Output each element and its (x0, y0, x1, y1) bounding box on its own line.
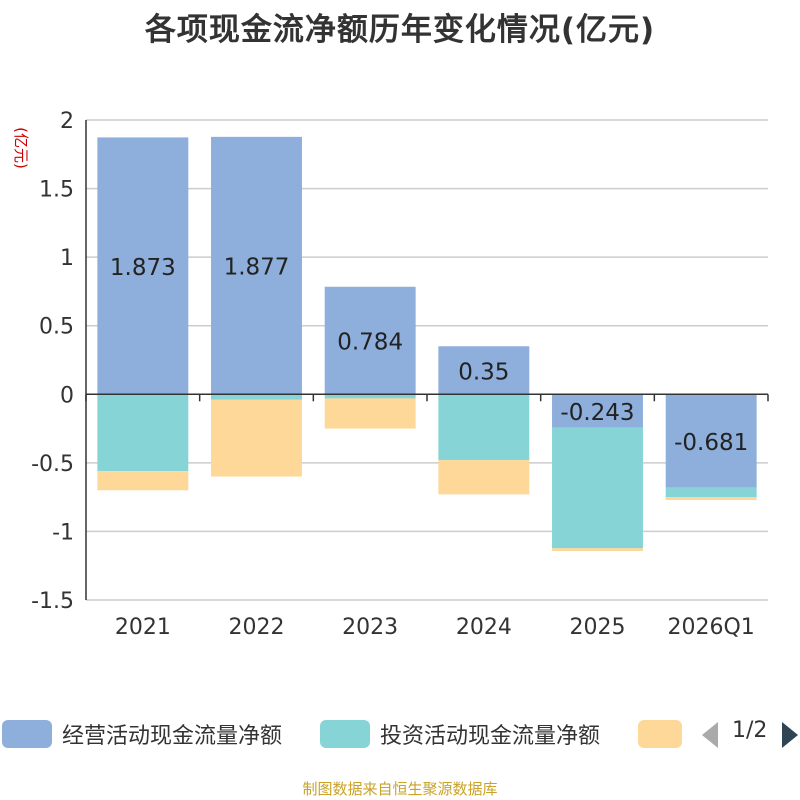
legend-swatch-investing (320, 720, 370, 748)
data-label: -0.681 (674, 430, 748, 456)
bar-financing (552, 548, 643, 552)
bar-operating (324, 286, 416, 395)
pager-next-icon[interactable] (780, 720, 800, 750)
bar-investing (438, 394, 530, 461)
x-tick-label: 2026Q1 (668, 615, 755, 640)
y-tick-label: 0.5 (39, 315, 74, 340)
bar-financing (211, 399, 302, 477)
legend-item-financing[interactable] (638, 716, 692, 752)
y-axis-label: (亿元) (12, 127, 30, 169)
bar-operating (438, 346, 530, 395)
y-tick-label: 2 (60, 109, 74, 134)
x-tick-label: 2022 (229, 615, 285, 640)
data-label: -0.243 (560, 400, 634, 426)
y-tick-label: 1 (60, 246, 74, 271)
bar-operating (211, 136, 302, 395)
pager-prev-icon[interactable] (700, 720, 720, 750)
legend-item-investing[interactable]: 投资活动现金流量净额 (320, 716, 600, 752)
bar-investing (552, 427, 643, 549)
source-note: 制图数据来自恒生聚源数据库 (302, 780, 498, 798)
bar-investing (665, 487, 757, 498)
y-tick-label: -0.5 (31, 452, 74, 477)
x-tick-label: 2023 (342, 615, 398, 640)
legend-item-operating[interactable]: 经营活动现金流量净额 (2, 716, 282, 752)
y-tick-label: -1.5 (31, 589, 74, 614)
legend-swatch-financing (638, 720, 682, 748)
bar-operating (97, 137, 189, 395)
data-label: 0.784 (337, 330, 403, 356)
legend-label-operating: 经营活动现金流量净额 (62, 724, 283, 749)
bar-investing (211, 394, 302, 400)
x-tick-label: 2024 (456, 615, 512, 640)
bar-operating (552, 394, 643, 428)
y-tick-label: -1 (52, 520, 74, 545)
bar-financing (438, 460, 530, 495)
bar-financing (97, 471, 189, 491)
y-tick-label: 1.5 (39, 178, 74, 203)
chart-title: 各项现金流净额历年变化情况(亿元) (144, 12, 656, 48)
x-tick-label: 2021 (115, 615, 171, 640)
y-tick-label: 0 (60, 383, 74, 408)
legend-label-investing: 投资活动现金流量净额 (380, 724, 601, 749)
bar-investing (324, 394, 416, 399)
pager-text: 1/2 (732, 718, 768, 743)
bar-financing (665, 497, 757, 501)
bar-investing (97, 394, 189, 472)
data-label: 0.35 (458, 359, 509, 385)
data-label: 1.877 (224, 255, 290, 281)
legend-swatch-operating (2, 720, 52, 748)
data-label: 1.873 (110, 255, 176, 281)
bar-operating (665, 394, 757, 488)
x-tick-label: 2025 (570, 615, 626, 640)
bar-financing (324, 398, 416, 429)
